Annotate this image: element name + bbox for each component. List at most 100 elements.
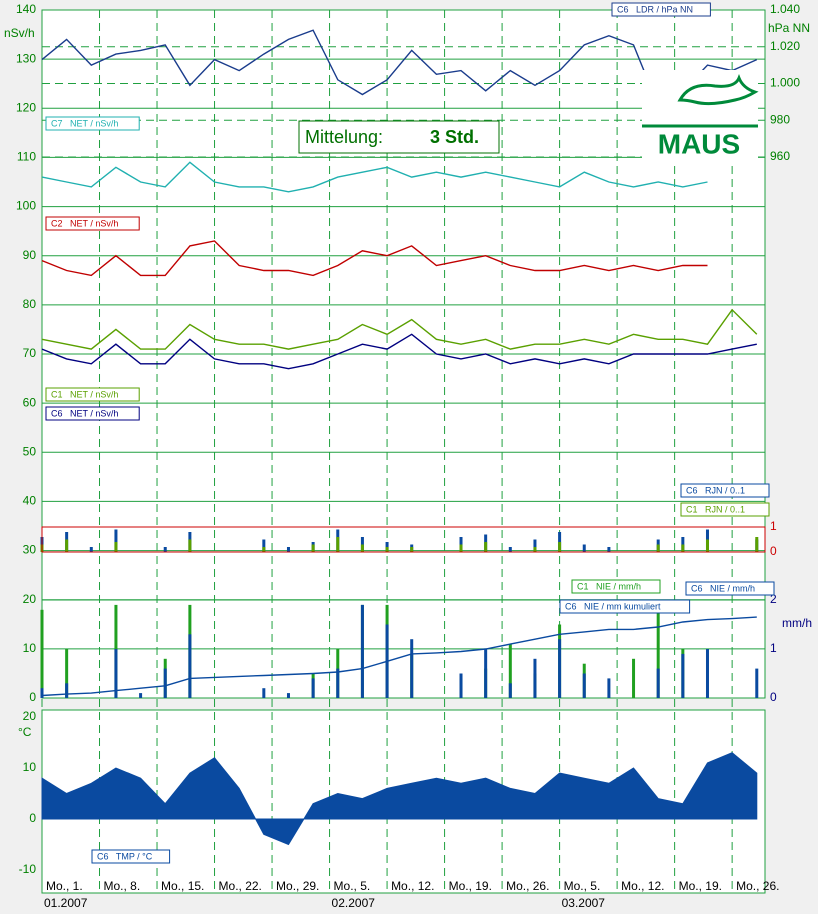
legend-label: C1 RJN / 0..1 [686, 504, 745, 514]
y2-axis-label: mm/h [782, 616, 812, 630]
legend-box [685, 581, 775, 596]
bar [139, 693, 143, 698]
bar [681, 544, 685, 552]
bar [336, 668, 340, 698]
bar [262, 547, 266, 552]
bar [558, 542, 562, 552]
bar [262, 539, 266, 552]
legend-label: C6 NET / nSv/h [51, 408, 118, 418]
logo-mouse [677, 73, 759, 106]
bar [656, 544, 660, 552]
y-tick-label: 100 [16, 199, 36, 213]
x-tick-label: Mo., 26. [736, 879, 779, 893]
legend-entry: C6 NIE / mm kumuliert [559, 599, 691, 614]
logo-text: MAUS [658, 128, 740, 159]
y2-tick-label: 1 [770, 641, 777, 655]
bar [40, 688, 44, 698]
legend-label: C6 TMP / °C [97, 851, 153, 861]
legend-label: C6 NIE / mm kumuliert [565, 601, 661, 611]
bar [705, 539, 709, 552]
bar [459, 673, 463, 698]
bar [385, 547, 389, 552]
bar [459, 544, 463, 552]
bar [311, 678, 315, 698]
y-tick-label: 70 [23, 346, 37, 360]
legend-label: C2 NET / nSv/h [51, 218, 118, 228]
legend-label: C1 NET / nSv/h [51, 389, 118, 399]
y-tick-label: 30 [23, 543, 37, 557]
bar [163, 547, 167, 552]
bar [40, 609, 44, 698]
bar [484, 542, 488, 552]
legend-entry: C6 LDR / hPa NN [611, 2, 711, 17]
series-line [41, 616, 757, 697]
bar [681, 653, 685, 698]
x-tick-label: Mo., 12. [621, 879, 664, 893]
y2-tick-label: 960 [770, 149, 790, 163]
bar [286, 693, 290, 698]
y-tick-label: 60 [23, 395, 37, 409]
y-axis-label: °C [18, 725, 32, 739]
marks [40, 29, 759, 846]
legend-box [559, 599, 691, 614]
y2-tick-label: 1.040 [770, 2, 800, 16]
bar [114, 529, 118, 552]
y-tick-label: 20 [23, 709, 37, 723]
bar [755, 668, 759, 698]
bar [360, 604, 364, 698]
x-group-label: 01.2007 [44, 896, 88, 910]
y2-tick-label: 1 [770, 519, 777, 533]
bar [607, 678, 611, 698]
y2-tick-label: 980 [770, 112, 790, 126]
legend-box [45, 116, 140, 131]
bar [582, 544, 586, 552]
y-tick-label: 120 [16, 100, 36, 114]
legend-label: C7 NET / nSv/h [51, 118, 118, 128]
bar [705, 649, 709, 698]
legend-entry: C1 NIE / mm/h [571, 579, 661, 594]
bar [533, 547, 537, 552]
bar [508, 644, 512, 698]
x-tick-label: Mo., 19. [679, 879, 722, 893]
legend-entry: C2 NET / nSv/h [45, 216, 140, 231]
bar [484, 649, 488, 698]
y-tick-label: 130 [16, 51, 36, 65]
y-axis-label: nSv/h [4, 26, 35, 40]
bar [89, 547, 93, 552]
x-tick-label: Mo., 22. [219, 879, 262, 893]
y2-tick-label: 0 [770, 690, 777, 704]
legend-box [45, 406, 140, 421]
logo: MAUS [642, 70, 759, 162]
legend-box [45, 387, 140, 402]
annotation-value: 3 Std. [430, 127, 479, 147]
legend-label: C6 LDR / hPa NN [617, 4, 693, 14]
labels: 1.040 1.020 1.000 980 960 hPa NN C6 LDR / hPa … [4, 2, 812, 910]
x-tick-label: Mo., 8. [104, 879, 141, 893]
y-tick-label: -10 [19, 862, 37, 876]
y2-tick-label: 1.000 [770, 76, 800, 90]
series-line [41, 240, 708, 277]
bar [607, 547, 611, 552]
y2-axis-label: hPa NN [768, 21, 810, 35]
y-tick-label: 0 [29, 811, 36, 825]
bar [114, 542, 118, 552]
x-tick-label: Mo., 29. [276, 879, 319, 893]
bar [410, 547, 414, 552]
y2-tick-label: 1.020 [770, 39, 800, 53]
legend-entry: C1 RJN / 0..1 [680, 502, 770, 517]
legend-label: C1 NIE / mm/h [577, 581, 641, 591]
bar [65, 649, 69, 698]
y2-tick-label: 2 [770, 592, 777, 606]
legend-box [91, 849, 171, 864]
bar [508, 683, 512, 698]
x-tick-label: Mo., 12. [391, 879, 434, 893]
annotation-frame [298, 120, 500, 154]
y-tick-label: 10 [23, 641, 37, 655]
bar [163, 668, 167, 698]
legend-box [680, 483, 770, 498]
bar [188, 539, 192, 552]
bar [65, 683, 69, 698]
bar [755, 537, 759, 552]
bar [360, 544, 364, 552]
